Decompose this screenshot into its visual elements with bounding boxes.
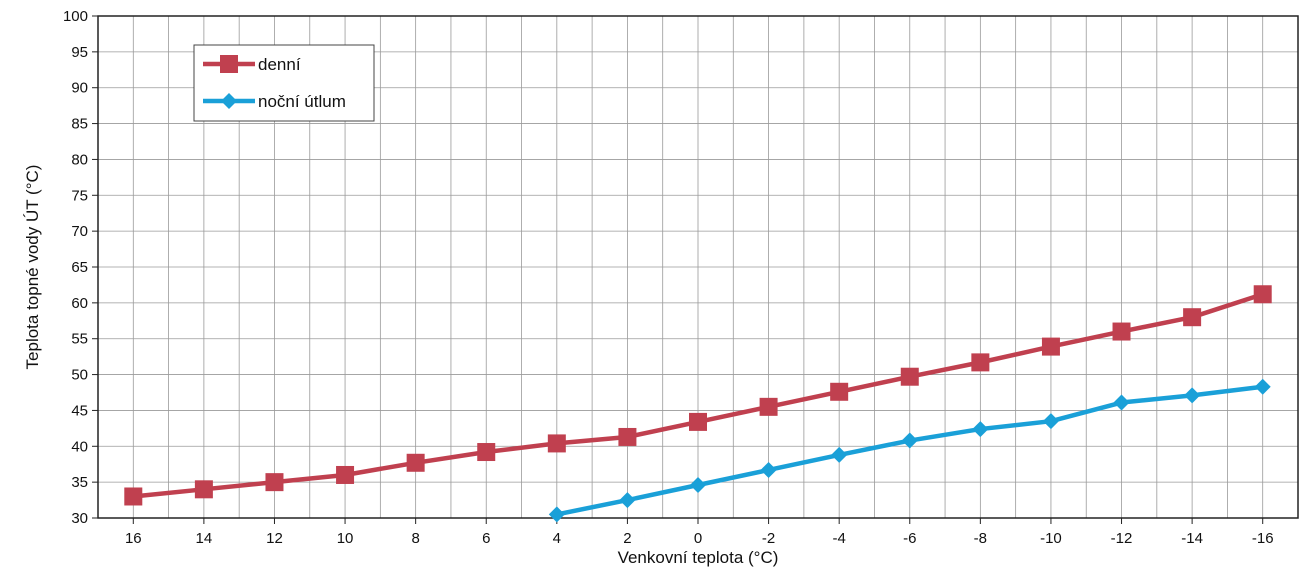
x-tick-label: 8 — [411, 530, 419, 547]
data-point — [548, 506, 565, 523]
x-tick-label: -10 — [1040, 530, 1062, 547]
data-point — [194, 480, 213, 499]
x-tick-label: 10 — [337, 530, 354, 547]
plot-area-border — [97, 15, 1299, 519]
y-tick-label: 70 — [71, 223, 88, 240]
series-nocni-utlum — [548, 378, 1271, 523]
data-point — [406, 453, 425, 472]
data-point — [1112, 322, 1131, 341]
data-point — [901, 432, 918, 449]
x-tick-label: 12 — [266, 530, 283, 547]
data-point — [972, 421, 989, 438]
data-point — [1042, 413, 1059, 430]
x-tick-label: -16 — [1252, 530, 1274, 547]
x-tick-label: 6 — [482, 530, 490, 547]
data-point — [830, 382, 849, 401]
y-tick-label: 55 — [71, 331, 88, 348]
data-point — [618, 427, 637, 446]
x-tick-label: 14 — [196, 530, 213, 547]
data-point — [759, 397, 778, 416]
x-axis-ticks: 16 14 12 10 8 6 4 2 0 -2 -4 -6 -8 -10 -12 -14 -16 — [125, 518, 1274, 547]
y-tick-label: 45 — [71, 402, 88, 419]
data-point — [689, 412, 707, 431]
x-tick-label: -6 — [903, 530, 916, 547]
series-layer — [124, 285, 1272, 523]
y-tick-label: 50 — [71, 367, 88, 384]
data-point — [336, 465, 355, 484]
x-tick-label: -4 — [833, 530, 846, 547]
data-point — [124, 487, 143, 506]
legend-label: noční útlum — [258, 92, 346, 111]
data-point — [477, 443, 496, 462]
x-tick-label: 2 — [623, 530, 631, 547]
data-point — [1253, 285, 1272, 304]
y-tick-label: 30 — [71, 510, 88, 527]
data-point — [1254, 378, 1271, 395]
data-point — [619, 492, 636, 509]
x-tick-label: 16 — [125, 530, 142, 547]
data-point — [265, 473, 284, 492]
legend-label: denní — [258, 55, 301, 74]
legend-item: noční útlum — [203, 92, 346, 111]
y-tick-label: 90 — [71, 80, 88, 97]
x-tick-label: 0 — [694, 530, 702, 547]
data-point — [760, 461, 777, 478]
y-tick-label: 85 — [71, 116, 88, 133]
y-axis-ticks: 30 35 40 45 50 55 60 65 70 75 80 85 90 95 100 — [63, 8, 98, 527]
y-tick-label: 40 — [71, 438, 88, 455]
x-tick-label: -2 — [762, 530, 775, 547]
data-point — [971, 353, 990, 372]
y-tick-label: 35 — [71, 474, 88, 491]
x-tick-label: -12 — [1111, 530, 1133, 547]
legend-swatch-marker — [221, 93, 237, 109]
y-tick-label: 60 — [71, 295, 88, 312]
y-tick-label: 100 — [63, 8, 88, 25]
y-tick-label: 75 — [71, 187, 88, 204]
legend-swatch-marker — [220, 55, 238, 73]
series-denni — [124, 285, 1272, 506]
y-tick-label: 65 — [71, 259, 88, 276]
x-tick-label: -8 — [974, 530, 987, 547]
x-tick-label: -14 — [1181, 530, 1203, 547]
data-point — [1041, 337, 1060, 356]
y-tick-label: 95 — [71, 44, 88, 61]
data-point — [1184, 387, 1201, 404]
y-axis-title: Teplota topné vody ÚT (°C) — [23, 165, 42, 370]
data-point — [1113, 394, 1130, 411]
data-point — [690, 477, 706, 494]
legend-item: denní — [203, 55, 301, 74]
data-point — [547, 434, 566, 453]
y-tick-label: 80 — [71, 151, 88, 168]
data-point — [1183, 308, 1202, 327]
x-axis-title: Venkovní teplota (°C) — [618, 548, 779, 567]
data-point — [831, 446, 848, 463]
legend: denní noční útlum — [193, 44, 375, 122]
x-tick-label: 4 — [553, 530, 561, 547]
data-point — [900, 367, 919, 386]
